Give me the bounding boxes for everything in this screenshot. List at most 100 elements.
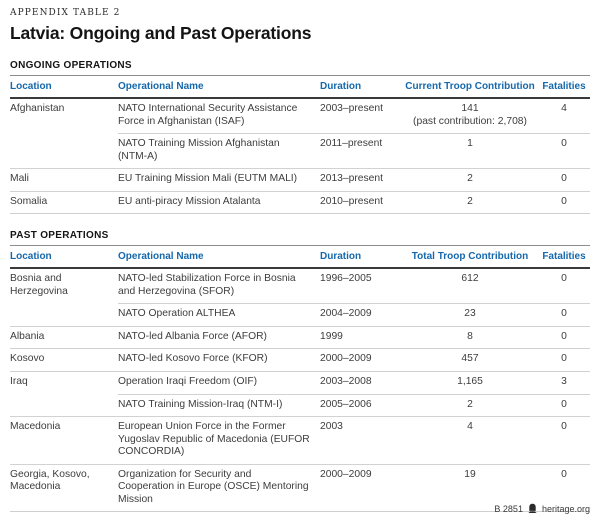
- page-title: Latvia: Ongoing and Past Operations: [10, 23, 312, 43]
- cell-troop-contribution: 19: [402, 463, 538, 512]
- cell-location: Kosovo: [10, 348, 118, 372]
- cell-operational-name: NATO Training Mission-Iraq (NTM-I): [118, 393, 320, 417]
- troop-value: 19: [464, 468, 476, 480]
- table-row: Macedonia European Union Force in the For…: [10, 416, 590, 465]
- cell-operational-name: Organization for Security and Cooperatio…: [118, 463, 320, 512]
- cell-operational-name: NATO Operation ALTHEA: [118, 303, 320, 327]
- cell-fatalities: 0: [561, 273, 567, 285]
- cell-duration: 2013–present: [320, 168, 402, 192]
- cell-troop-contribution: 2: [402, 393, 538, 417]
- cell-location: Bosnia and Herzegovina: [10, 273, 68, 297]
- cell-fatalities: 0: [538, 348, 590, 372]
- cell-troop-contribution: 1,165: [402, 371, 538, 395]
- troop-value: 141: [461, 103, 479, 114]
- header-row: Location Operational Name Duration Current …: [10, 75, 590, 99]
- table-row: Georgia, Kosovo, Macedonia Organization f…: [10, 463, 590, 512]
- cell-duration: 2010–present: [320, 190, 402, 214]
- cell-operational-name: European Union Force in the Former Yugos…: [118, 416, 320, 465]
- column-header-operational-name: Operational Name: [118, 75, 320, 99]
- cell-location: Mali: [10, 168, 118, 192]
- cell-fatalities: 0: [538, 416, 590, 465]
- appendix-kicker: APPENDIX TABLE 2: [10, 8, 121, 18]
- cell-duration: 2003: [320, 416, 402, 465]
- table-row: NATO Operation ALTHEA 2004–2009 23 0: [10, 303, 590, 327]
- cell-operational-name: NATO International Security Assistance F…: [118, 103, 298, 127]
- cell-fatalities: 0: [538, 325, 590, 349]
- cell-duration: 1999: [320, 325, 402, 349]
- cell-operational-name: NATO-led Albania Force (AFOR): [118, 325, 320, 349]
- cell-fatalities: 0: [538, 190, 590, 214]
- report-id: B 2851: [494, 503, 523, 514]
- column-header-duration: Duration: [320, 75, 402, 99]
- troop-value: 4: [467, 421, 473, 433]
- cell-location: Iraq: [10, 371, 118, 417]
- section-label-past: PAST OPERATIONS: [10, 230, 109, 242]
- column-header-current-troop-contribution: Current Troop Contribution: [402, 75, 538, 99]
- column-header-location: Location: [10, 75, 118, 99]
- table-row: Bosnia and Herzegovina NATO-led Stabiliza…: [10, 268, 590, 304]
- cell-troop-contribution: 1: [402, 133, 538, 169]
- cell-duration: 2004–2009: [320, 303, 402, 327]
- cell-troop-contribution: 612: [402, 268, 538, 304]
- cell-duration: 2000–2009: [320, 463, 402, 512]
- troop-value: 8: [467, 330, 473, 342]
- cell-fatalities: 0: [538, 168, 590, 192]
- table-row: Somalia EU anti-piracy Mission Atalanta 20…: [10, 190, 590, 214]
- cell-operational-name: Operation Iraqi Freedom (OIF): [118, 371, 320, 395]
- cell-operational-name: NATO-led Kosovo Force (KFOR): [118, 348, 320, 372]
- column-header-duration: Duration: [320, 245, 402, 270]
- header-row: Location Operational Name Duration Total Tr…: [10, 245, 590, 270]
- troop-value: 2: [467, 195, 473, 207]
- cell-duration: 2011–present: [320, 133, 402, 169]
- cell-duration: 2003–2008: [320, 371, 402, 395]
- troop-value: 23: [464, 308, 476, 320]
- table-row: NATO Training Mission-Iraq (NTM-I) 2005–2…: [10, 393, 590, 417]
- cell-duration: 1996–2005: [320, 273, 372, 285]
- troop-value: 1,165: [457, 376, 483, 388]
- troop-value: 2: [467, 173, 473, 185]
- cell-location: Macedonia: [10, 416, 118, 465]
- cell-troop-contribution: 4: [402, 416, 538, 465]
- column-header-total-troop-contribution: Total Troop Contribution: [402, 245, 538, 270]
- cell-fatalities: 0: [538, 463, 590, 512]
- table-row: Iraq Operation Iraqi Freedom (OIF) 2003–20…: [10, 371, 590, 417]
- column-header-fatalities: Fatalities: [538, 75, 590, 99]
- cell-fatalities: 4: [561, 103, 567, 114]
- past-operations-table: Location Operational Name Duration Total Tr…: [10, 245, 590, 513]
- cell-location: Georgia, Kosovo, Macedonia: [10, 463, 118, 512]
- cell-operational-name: EU anti-piracy Mission Atalanta: [118, 190, 320, 214]
- cell-fatalities: 0: [538, 393, 590, 417]
- cell-fatalities: 0: [538, 303, 590, 327]
- troop-value: 2: [467, 398, 473, 410]
- table-row: Albania NATO-led Albania Force (AFOR) 1999…: [10, 325, 590, 349]
- cell-fatalities: 0: [538, 133, 590, 169]
- cell-troop-contribution: 2: [402, 168, 538, 192]
- table-row: Mali EU Training Mission Mali (EUTM MALI)…: [10, 168, 590, 192]
- troop-note: (past contribution: 2,708): [413, 115, 527, 127]
- column-header-fatalities: Fatalities: [538, 245, 590, 270]
- ongoing-operations-table: Location Operational Name Duration Current …: [10, 75, 590, 215]
- cell-troop-contribution: 457: [402, 348, 538, 372]
- cell-location: Afghanistan: [10, 103, 65, 114]
- cell-duration: 2000–2009: [320, 348, 402, 372]
- column-header-location: Location: [10, 245, 118, 270]
- cell-location: Albania: [10, 325, 118, 349]
- footer: B 2851 heritage.org: [494, 503, 590, 514]
- troop-value: 1: [467, 138, 473, 150]
- troop-value: 612: [461, 273, 479, 285]
- cell-troop-contribution: 23: [402, 303, 538, 327]
- cell-operational-name: EU Training Mission Mali (EUTM MALI): [118, 168, 320, 192]
- table-row: NATO Training Mission Afghanistan (NTM-A…: [10, 133, 590, 169]
- cell-troop-contribution: 141 (past contribution: 2,708): [402, 98, 538, 134]
- section-label-ongoing: ONGOING OPERATIONS: [10, 60, 132, 71]
- cell-duration: 2003–present: [320, 103, 383, 114]
- cell-location: Somalia: [10, 190, 118, 214]
- cell-operational-name: NATO-led Stabilization Force in Bosnia a…: [118, 273, 296, 297]
- cell-troop-contribution: 2: [402, 190, 538, 214]
- column-header-operational-name: Operational Name: [118, 245, 320, 270]
- cell-fatalities: 3: [538, 371, 590, 395]
- troop-value: 457: [461, 353, 479, 365]
- table-row: Kosovo NATO-led Kosovo Force (KFOR) 2000–2…: [10, 348, 590, 372]
- site-link: heritage.org: [541, 503, 590, 514]
